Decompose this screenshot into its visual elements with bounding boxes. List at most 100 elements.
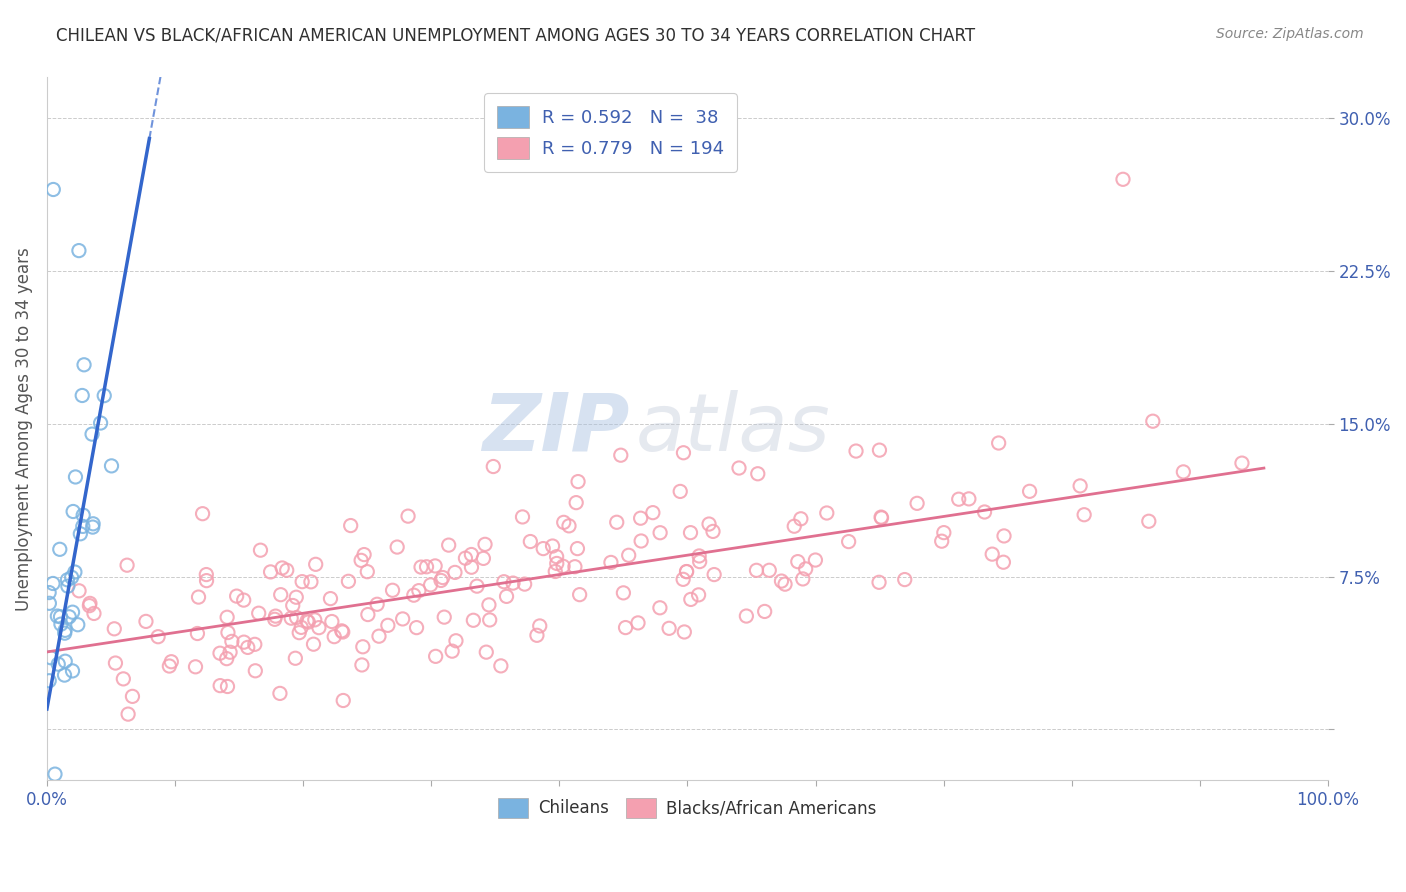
Point [419,578,441,592]
Point [526,628,548,642]
Point [42,576,65,591]
Point [350,553,373,567]
Point [957,491,980,506]
Point [675,565,697,579]
Point [770,574,793,588]
Legend: Chileans, Blacks/African Americans: Chileans, Blacks/African Americans [492,791,883,825]
Text: ZIP: ZIP [482,390,630,468]
Point [773,577,796,591]
Point [541,539,564,553]
Point [385,540,408,554]
Point [217,625,239,640]
Point [754,604,776,618]
Point [679,592,702,607]
Point [614,621,637,635]
Point [1073,508,1095,522]
Point [112,672,135,686]
Point [697,516,720,531]
Point [433,610,456,624]
Point [79,599,101,613]
Point [49,609,72,624]
Point [302,637,325,651]
Point [232,635,254,649]
Point [512,510,534,524]
Point [352,640,374,654]
Point [475,645,498,659]
Point [62,504,84,518]
Point [191,507,214,521]
Point [745,563,768,577]
Point [53,624,76,638]
Point [221,634,243,648]
Point [304,613,326,627]
Point [157,659,180,673]
Point [58,609,80,624]
Point [567,475,589,489]
Point [405,621,427,635]
Point [658,621,681,635]
Point [195,574,218,588]
Point [377,618,399,632]
Point [432,570,454,584]
Point [249,543,271,558]
Point [454,551,477,566]
Point [567,541,589,556]
Point [546,557,568,571]
Point [437,538,460,552]
Point [121,690,143,704]
Point [465,579,488,593]
Point [299,574,322,589]
Point [65,470,87,484]
Point [630,511,652,525]
Point [297,615,319,629]
Text: atlas: atlas [636,390,831,468]
Point [546,549,568,564]
Point [513,577,536,591]
Point [217,610,239,624]
Point [353,548,375,562]
Point [46,609,69,624]
Point [689,555,711,569]
Point [73,358,96,372]
Point [932,525,955,540]
Point [612,586,634,600]
Point [186,626,208,640]
Point [627,615,650,630]
Point [783,519,806,533]
Point [650,525,672,540]
Point [381,583,404,598]
Point [160,655,183,669]
Point [93,389,115,403]
Point [67,583,90,598]
Point [391,612,413,626]
Point [356,565,378,579]
Point [83,607,105,621]
Point [290,620,312,634]
Point [794,562,817,576]
Point [38,596,60,610]
Point [444,633,467,648]
Point [280,611,302,625]
Point [1112,172,1135,186]
Point [288,625,311,640]
Point [606,516,628,530]
Point [49,617,72,632]
Point [675,565,697,579]
Point [236,640,259,655]
Point [184,660,207,674]
Point [337,574,360,589]
Point [100,458,122,473]
Point [215,651,238,665]
Point [295,614,318,628]
Point [69,526,91,541]
Point [281,599,304,613]
Point [332,625,354,640]
Point [357,607,380,622]
Point [53,668,76,682]
Point [1069,479,1091,493]
Point [1230,456,1253,470]
Point [553,516,575,530]
Point [688,588,710,602]
Point [838,534,860,549]
Point [225,589,247,603]
